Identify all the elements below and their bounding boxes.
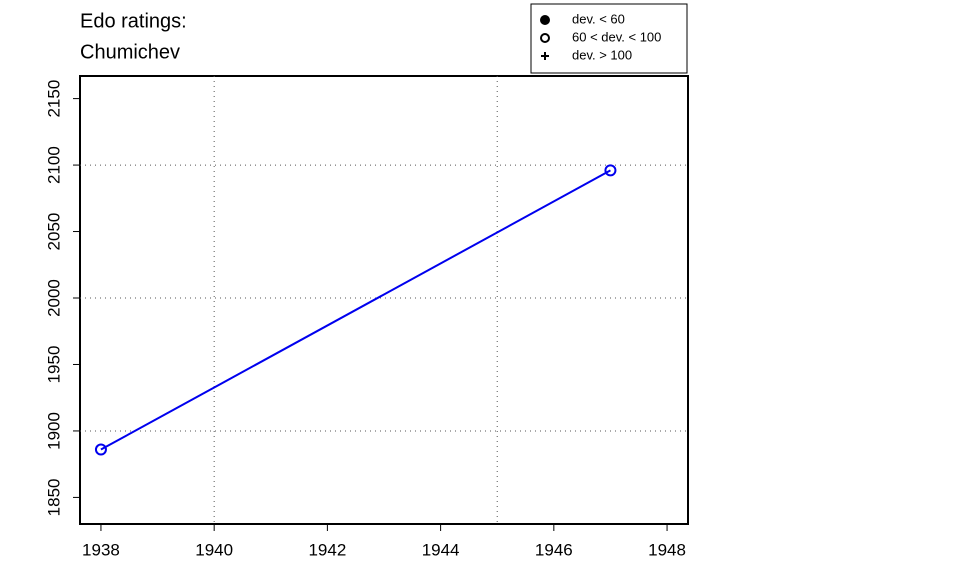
legend-marker <box>541 52 549 60</box>
chart-title: Chumichev <box>80 41 180 63</box>
legend-label: dev. < 60 <box>572 11 625 26</box>
x-tick-label: 1944 <box>422 540 460 559</box>
marker <box>604 164 617 177</box>
legend-marker <box>540 33 550 43</box>
x-tick-label: 1938 <box>82 540 120 559</box>
x-tick-label: 1940 <box>195 540 233 559</box>
y-tick-label: 1900 <box>44 412 63 450</box>
chart-title: Edo ratings: <box>80 10 187 32</box>
x-tick-label: 1948 <box>648 540 686 559</box>
legend-box <box>530 3 688 74</box>
legend-label: dev. > 100 <box>572 47 632 62</box>
series-line <box>100 169 611 451</box>
legend-marker <box>540 15 550 25</box>
plot-frame <box>79 75 689 525</box>
y-tick-label: 1850 <box>44 478 63 516</box>
y-tick-label: 2100 <box>44 146 63 184</box>
y-tick-label: 2050 <box>44 213 63 251</box>
y-tick-label: 1950 <box>44 346 63 384</box>
y-tick-label: 2150 <box>44 80 63 118</box>
marker <box>94 443 107 456</box>
legend-label: 60 < dev. < 100 <box>572 29 661 44</box>
x-tick-label: 1942 <box>308 540 346 559</box>
x-tick-label: 1946 <box>535 540 573 559</box>
y-tick-label: 2000 <box>44 279 63 317</box>
